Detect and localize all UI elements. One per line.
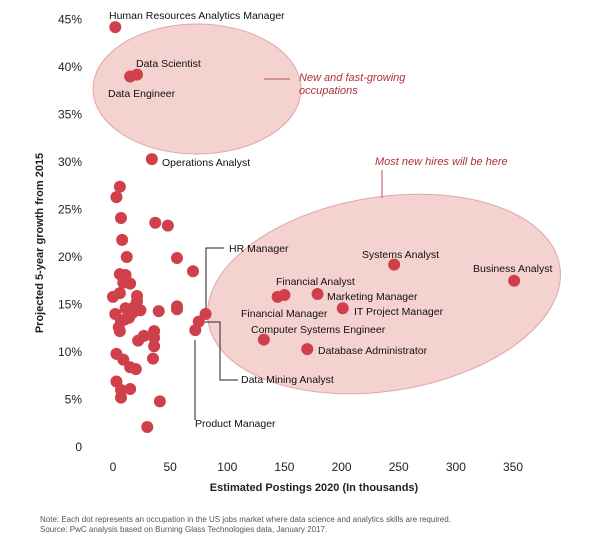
x-tick-label: 100 — [217, 460, 237, 474]
x-tick-label: 150 — [274, 460, 294, 474]
point-label: Financial Analyst — [276, 276, 355, 288]
y-tick-label: 25% — [58, 203, 82, 217]
data-point — [134, 304, 147, 317]
footnote: Note: Each dot represents an occupation … — [40, 515, 451, 535]
y-tick-label: 45% — [58, 13, 82, 27]
data-point — [115, 391, 128, 404]
axes: 0 5% 10% 15% 20% 25% 30% 35% 40% 45% 0 50 100 150 200 2… — [34, 13, 523, 495]
leader-line — [203, 321, 238, 381]
point-label: HR Manager — [229, 243, 289, 255]
y-tick-label: 10% — [58, 345, 82, 359]
data-point — [124, 277, 137, 290]
data-point-financial-manager — [271, 290, 284, 303]
point-label: IT Project Manager — [354, 306, 444, 318]
y-tick-label: 15% — [58, 298, 82, 312]
data-point-marketing-manager — [311, 288, 324, 301]
data-point — [120, 251, 133, 263]
point-label: Financial Manager — [241, 308, 328, 320]
data-point — [153, 395, 166, 408]
x-tick-label: 250 — [389, 460, 409, 474]
x-axis-title: Estimated Postings 2020 (In thousands) — [210, 482, 419, 494]
y-tick-label: 5% — [65, 393, 83, 407]
point-labels: Human Resources Analytics Manager Data Sc… — [108, 10, 552, 430]
data-point-human-resources-analytics-manager — [109, 21, 122, 34]
data-point — [107, 290, 119, 303]
y-tick-label: 35% — [58, 108, 82, 122]
point-label: Systems Analyst — [362, 249, 439, 261]
data-point-business-analyst — [508, 274, 521, 287]
point-label: Computer Systems Engineer — [251, 324, 386, 336]
ellipse-fast-growing — [92, 23, 302, 155]
data-point-product-manager — [189, 324, 202, 337]
x-tick-label: 350 — [503, 460, 523, 474]
data-point — [141, 421, 154, 434]
x-tick-label: 50 — [163, 460, 177, 474]
data-point — [149, 216, 162, 229]
point-label: Database Administrator — [318, 345, 428, 357]
data-point — [124, 383, 137, 396]
data-point-hr-manager — [199, 308, 212, 320]
footnote-source: Source: PwC analysis based on Burning Gl… — [40, 525, 328, 534]
data-point — [110, 191, 123, 204]
annotation-text: occupations — [299, 85, 358, 97]
data-point — [187, 265, 200, 278]
y-tick-label: 20% — [58, 250, 82, 264]
point-label: Marketing Manager — [327, 291, 418, 303]
point-label: Human Resources Analytics Manager — [109, 10, 285, 22]
y-axis-title: Projected 5-year growth from 2015 — [34, 153, 46, 333]
data-point-computer-systems-engineer — [257, 333, 270, 346]
data-point — [117, 353, 130, 366]
y-tick-label: 30% — [58, 155, 82, 169]
data-points — [107, 21, 521, 434]
data-point — [132, 334, 145, 347]
data-point — [171, 303, 184, 316]
highlight-ellipses — [92, 23, 561, 395]
point-label: Data Mining Analyst — [241, 374, 334, 386]
data-point-database-administrator — [301, 343, 314, 356]
leader-line — [205, 247, 224, 314]
scatter-chart: 0 5% 10% 15% 20% 25% 30% 35% 40% 45% 0 50 100 150 200 2… — [34, 10, 561, 495]
data-point-operations-analyst — [145, 153, 158, 166]
y-tick-label: 40% — [58, 60, 82, 74]
point-label: Data Scientist — [136, 58, 201, 70]
point-label: Product Manager — [195, 418, 276, 430]
data-point — [113, 325, 126, 338]
point-label: Business Analyst — [473, 263, 552, 275]
data-point — [116, 233, 129, 246]
point-label: Data Engineer — [108, 88, 176, 100]
annotation-text: New and fast-growing — [299, 72, 406, 84]
y-tick-label: 0 — [75, 440, 82, 454]
data-point — [148, 340, 161, 353]
data-point-it-project-manager — [336, 302, 349, 315]
data-point-systems-analyst — [388, 258, 401, 271]
point-label: Operations Analyst — [162, 157, 250, 169]
x-tick-label: 200 — [332, 460, 352, 474]
x-tick-label: 300 — [446, 460, 466, 474]
leader-lines — [194, 78, 383, 420]
footnote-note: Note: Each dot represents an occupation … — [40, 515, 451, 524]
data-point — [148, 331, 161, 344]
data-point — [147, 352, 160, 365]
data-point — [171, 251, 184, 264]
x-tick-label: 0 — [110, 460, 117, 474]
data-point — [113, 180, 126, 193]
data-point — [115, 212, 128, 225]
data-point — [129, 363, 142, 376]
annotation-text: Most new hires will be here — [375, 156, 508, 168]
data-point — [161, 219, 174, 232]
data-point-data-engineer — [124, 70, 137, 83]
data-point — [152, 305, 165, 318]
